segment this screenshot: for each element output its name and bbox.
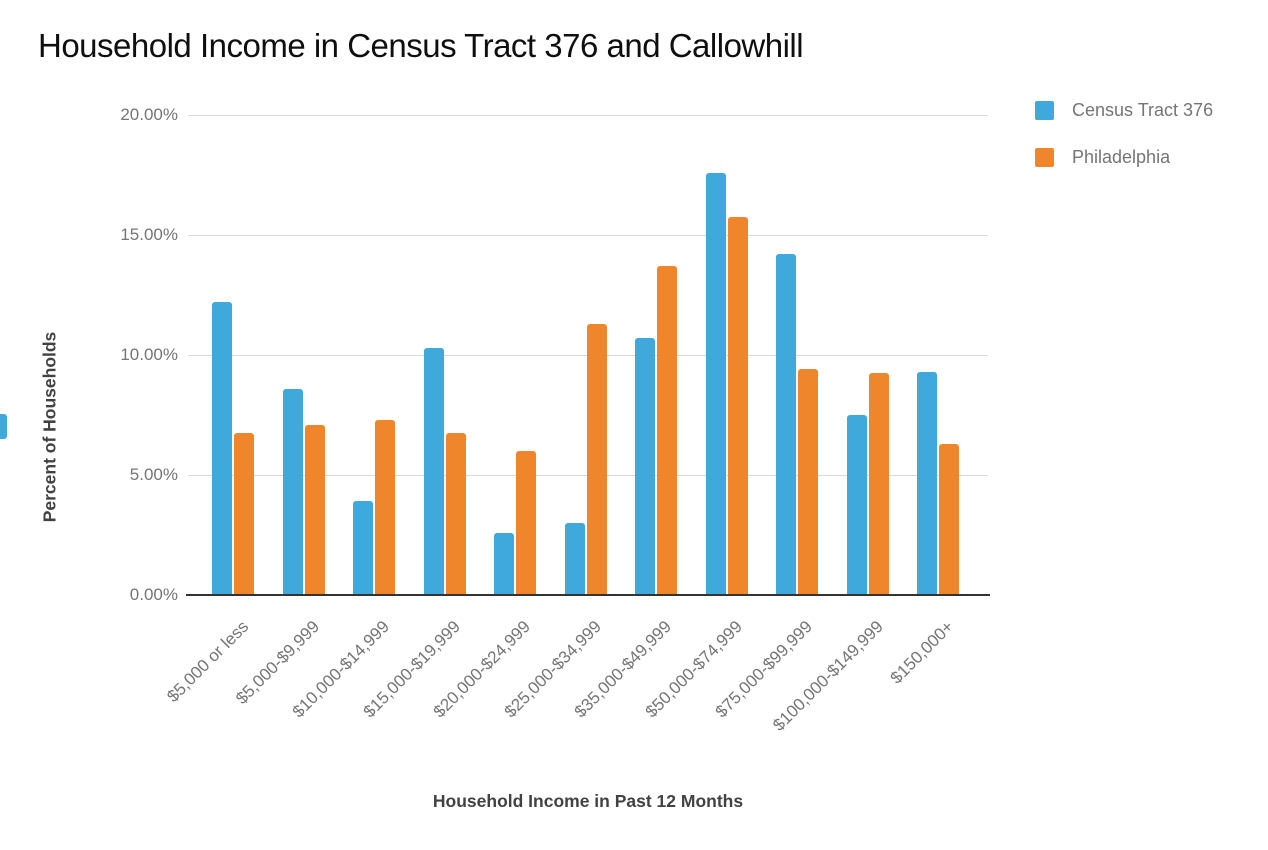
bar-census-tract-376-0[interactable] (212, 302, 232, 595)
bar-philadelphia-7[interactable] (727, 217, 748, 595)
y-axis-title-text: Percent of Households (39, 331, 60, 523)
bar-census-tract-376-9[interactable] (846, 415, 867, 595)
bar-census-tract-376-5[interactable] (564, 523, 585, 595)
x-axis-title: Household Income in Past 12 Months (432, 791, 744, 811)
legend: Census Tract 376 Philadelphia (1035, 100, 1213, 194)
y-tick-label-5: 5.00% (129, 465, 178, 484)
legend-item-philadelphia[interactable]: Philadelphia (1035, 147, 1213, 168)
bar-census-tract-376-7[interactable] (705, 172, 726, 595)
bar-census-tract-376-3[interactable] (423, 347, 444, 595)
bar-census-tract-376-8[interactable] (776, 254, 796, 595)
y-tick-label-20: 20.00% (120, 105, 178, 124)
bar-philadelphia-6[interactable] (657, 266, 677, 595)
y-tick-label-15: 15.00% (120, 225, 178, 244)
bar-philadelphia-2[interactable] (375, 419, 395, 595)
bar-census-tract-376-1[interactable] (282, 388, 303, 595)
chart-title: Household Income in Census Tract 376 and… (38, 27, 804, 64)
legend-item-census-tract-376[interactable]: Census Tract 376 (1035, 100, 1213, 121)
legend-swatch-icon (1035, 148, 1054, 167)
bar-philadelphia-1[interactable] (304, 424, 325, 595)
legend-label: Philadelphia (1072, 147, 1171, 167)
bar-philadelphia-10[interactable] (939, 443, 959, 595)
left-edge-partial-bar (0, 414, 7, 439)
bar-philadelphia-9[interactable] (868, 373, 889, 595)
bar-philadelphia-0[interactable] (234, 433, 254, 595)
y-tick-label-0: 0.00% (129, 585, 178, 604)
bar-philadelphia-8[interactable] (798, 369, 818, 595)
y-tick-label-10: 10.00% (120, 345, 178, 364)
x-axis-line (186, 594, 990, 596)
bar-census-tract-376-4[interactable] (494, 532, 514, 595)
bar-census-tract-376-6[interactable] (635, 338, 655, 595)
bar-philadelphia-4[interactable] (516, 451, 536, 595)
bar-census-tract-376-10[interactable] (917, 371, 937, 595)
bar-philadelphia-3[interactable] (445, 433, 466, 595)
legend-swatch-icon (1035, 101, 1054, 120)
gridline-20 (188, 114, 988, 116)
legend-label: Census Tract 376 (1072, 100, 1214, 120)
gridline-15 (188, 234, 988, 236)
bar-census-tract-376-2[interactable] (353, 501, 373, 595)
bar-philadelphia-5[interactable] (586, 323, 607, 595)
x-tick-label-10: $150,000+ (886, 617, 958, 688)
